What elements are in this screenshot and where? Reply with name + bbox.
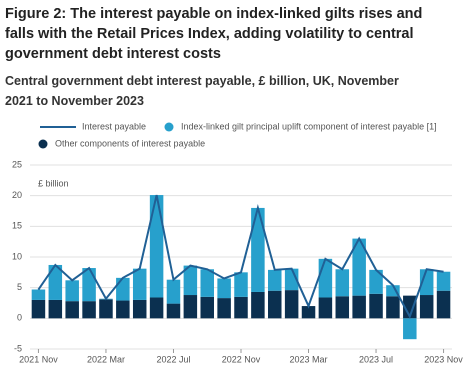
- bar-segment: [369, 269, 383, 294]
- bar-segment: [166, 303, 181, 319]
- bar-segment: [132, 268, 147, 300]
- bar-segment: [82, 268, 96, 302]
- bar-segment: [149, 297, 164, 319]
- line: [37, 194, 444, 319]
- legend-swatch: [38, 139, 48, 149]
- bar-segment: [48, 299, 63, 319]
- chart-subtitle: Central government debt interest payable…: [5, 74, 399, 108]
- bar-segment: [352, 238, 366, 296]
- bar-segment: [234, 272, 248, 297]
- bar-segment: [268, 269, 282, 291]
- legend-label: Other components of interest payable: [55, 138, 205, 148]
- bar-segment: [335, 269, 350, 297]
- bar-segment: [268, 290, 282, 319]
- y-tick-label: 25: [12, 159, 22, 169]
- bar-segment: [65, 280, 79, 302]
- bar-segment: [31, 299, 46, 319]
- bar-segment: [352, 295, 366, 319]
- legend-swatch: [164, 122, 174, 132]
- bar-segment: [436, 271, 451, 291]
- bar-segment: [386, 285, 400, 297]
- legend-label: Index-linked gilt principal uplift compo…: [181, 121, 437, 131]
- bar-segment: [82, 301, 96, 319]
- bar-segment: [419, 269, 434, 296]
- bar-segment: [419, 295, 434, 319]
- bar-segment: [200, 296, 214, 319]
- bar-segment: [65, 301, 79, 319]
- y-tick-label: 5: [17, 282, 22, 292]
- bar-segment: [335, 296, 350, 319]
- bar-segment: [436, 290, 451, 319]
- bar-segment: [403, 318, 417, 340]
- chart-title: Figure 2: The interest payable on index-…: [5, 6, 423, 62]
- bar-segment: [386, 296, 400, 319]
- bar-segment: [31, 289, 46, 300]
- bar-segment: [116, 277, 130, 301]
- bar-segment: [369, 293, 383, 319]
- y-tick-label: 10: [12, 251, 22, 261]
- legend-label: Interest payable: [82, 121, 146, 131]
- bar-segment: [251, 207, 265, 292]
- x-tick-label: 2022 Mar: [87, 354, 125, 364]
- bar-segment: [116, 300, 130, 319]
- y-axis-label: £ billion: [38, 178, 69, 188]
- bar-segment: [234, 296, 248, 319]
- bar-segment: [284, 290, 299, 319]
- y-tick-label: 20: [12, 190, 22, 200]
- bar-segment: [183, 295, 198, 319]
- x-tick-label: 2023 Mar: [290, 354, 328, 364]
- bar-segment: [99, 299, 113, 319]
- bar-segment: [132, 299, 147, 319]
- y-tick-label: 0: [17, 313, 22, 323]
- x-tick-label: 2023 Nov: [424, 354, 463, 364]
- bar-segment: [217, 278, 231, 299]
- bar-segment: [403, 295, 417, 319]
- x-tick-label: 2022 Jul: [156, 354, 190, 364]
- bar-segment: [251, 291, 265, 319]
- bar-segment: [183, 265, 198, 296]
- bar-segment: [217, 298, 231, 319]
- y-tick-label: 15: [12, 221, 22, 231]
- x-tick-label: 2021 Nov: [19, 354, 58, 364]
- bar-segment: [318, 297, 333, 319]
- bar-segment: [200, 269, 214, 297]
- bar-segment: [301, 306, 316, 319]
- bar-segment: [166, 279, 181, 304]
- bar-segment: [48, 264, 63, 300]
- y-tick-label: -5: [14, 343, 22, 353]
- bar-segment: [318, 258, 333, 298]
- x-tick-label: 2023 Jul: [359, 354, 393, 364]
- bar-segment: [149, 195, 164, 298]
- x-tick-label: 2022 Nov: [222, 354, 261, 364]
